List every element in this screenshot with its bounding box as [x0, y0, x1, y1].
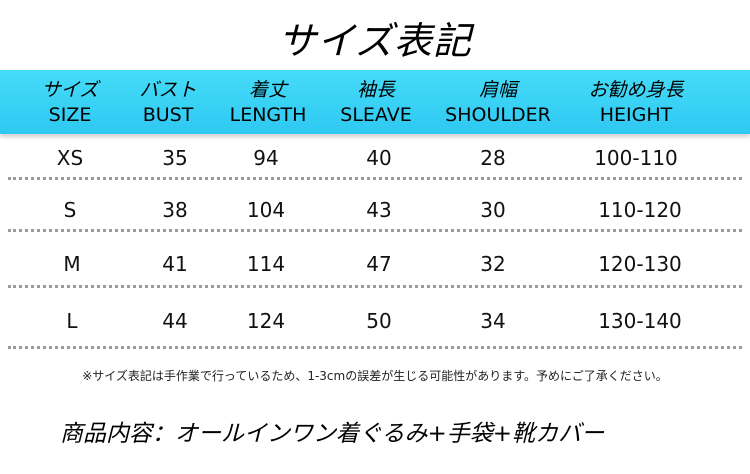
- row-divider: [8, 346, 742, 349]
- product-contents: 商品内容：オールインワン着ぐるみ+手袋+靴カバー: [60, 421, 605, 447]
- measurement-note: ※サイズ表記は手作業で行っているため、1-3cmの誤差が生じる可能性があります。…: [82, 369, 668, 383]
- cell-length: 94: [253, 146, 279, 170]
- cell-bust: 41: [162, 252, 188, 276]
- cell-height: 100-110: [594, 146, 678, 170]
- header-sleeve: 袖長 SLEAVE: [340, 70, 411, 134]
- cell-bust: 38: [162, 198, 188, 222]
- cell-bust: 44: [162, 309, 188, 333]
- header-size-en: SIZE: [48, 104, 92, 126]
- cell-sleeve: 40: [366, 146, 392, 170]
- size-table-header: サイズ SIZE バスト BUST 着丈 LENGTH 袖長 SLEAVE 肩幅…: [0, 70, 750, 134]
- table-row: L 44 124 50 34 130-140: [0, 301, 750, 357]
- header-length-jp: 着丈: [248, 79, 287, 101]
- cell-height: 110-120: [598, 198, 682, 222]
- cell-size: M: [63, 252, 81, 276]
- header-shoulder-en: SHOULDER: [445, 104, 551, 126]
- header-size: サイズ SIZE: [42, 70, 98, 134]
- table-row: XS 35 94 40 28 100-110: [0, 138, 750, 194]
- cell-shoulder: 32: [480, 252, 506, 276]
- header-sleeve-en: SLEAVE: [340, 104, 412, 126]
- table-row: S 38 104 43 30 110-120: [0, 190, 750, 246]
- header-length-en: LENGTH: [229, 104, 307, 126]
- header-height: お勧め身長 HEIGHT: [588, 70, 683, 134]
- row-divider: [8, 229, 742, 232]
- header-size-jp: サイズ: [41, 79, 99, 101]
- cell-shoulder: 30: [480, 198, 506, 222]
- cell-height: 120-130: [598, 252, 682, 276]
- header-sleeve-jp: 袖長: [356, 79, 395, 101]
- cell-length: 104: [246, 198, 286, 222]
- cell-size: S: [63, 198, 77, 222]
- cell-bust: 35: [162, 146, 188, 170]
- header-height-en: HEIGHT: [599, 104, 673, 126]
- cell-length: 124: [246, 309, 286, 333]
- cell-length: 114: [246, 252, 286, 276]
- cell-shoulder: 28: [480, 146, 506, 170]
- cell-size: XS: [56, 146, 84, 170]
- cell-sleeve: 50: [366, 309, 392, 333]
- cell-sleeve: 47: [366, 252, 392, 276]
- cell-sleeve: 43: [366, 198, 392, 222]
- header-shoulder-jp: 肩幅: [478, 79, 518, 101]
- row-divider: [8, 285, 742, 288]
- header-shoulder: 肩幅 SHOULDER: [445, 70, 551, 134]
- header-bust-jp: バスト: [139, 79, 197, 101]
- header-bust-en: BUST: [142, 104, 194, 126]
- header-height-jp: お勧め身長: [588, 79, 684, 101]
- page-title: サイズ表記: [278, 19, 472, 63]
- cell-height: 130-140: [598, 309, 682, 333]
- cell-size: L: [66, 309, 78, 333]
- table-row: M 41 114 47 32 120-130: [0, 244, 750, 300]
- header-length: 着丈 LENGTH: [230, 70, 307, 134]
- header-bust: バスト BUST: [139, 70, 196, 134]
- row-divider: [8, 177, 742, 180]
- cell-shoulder: 34: [480, 309, 506, 333]
